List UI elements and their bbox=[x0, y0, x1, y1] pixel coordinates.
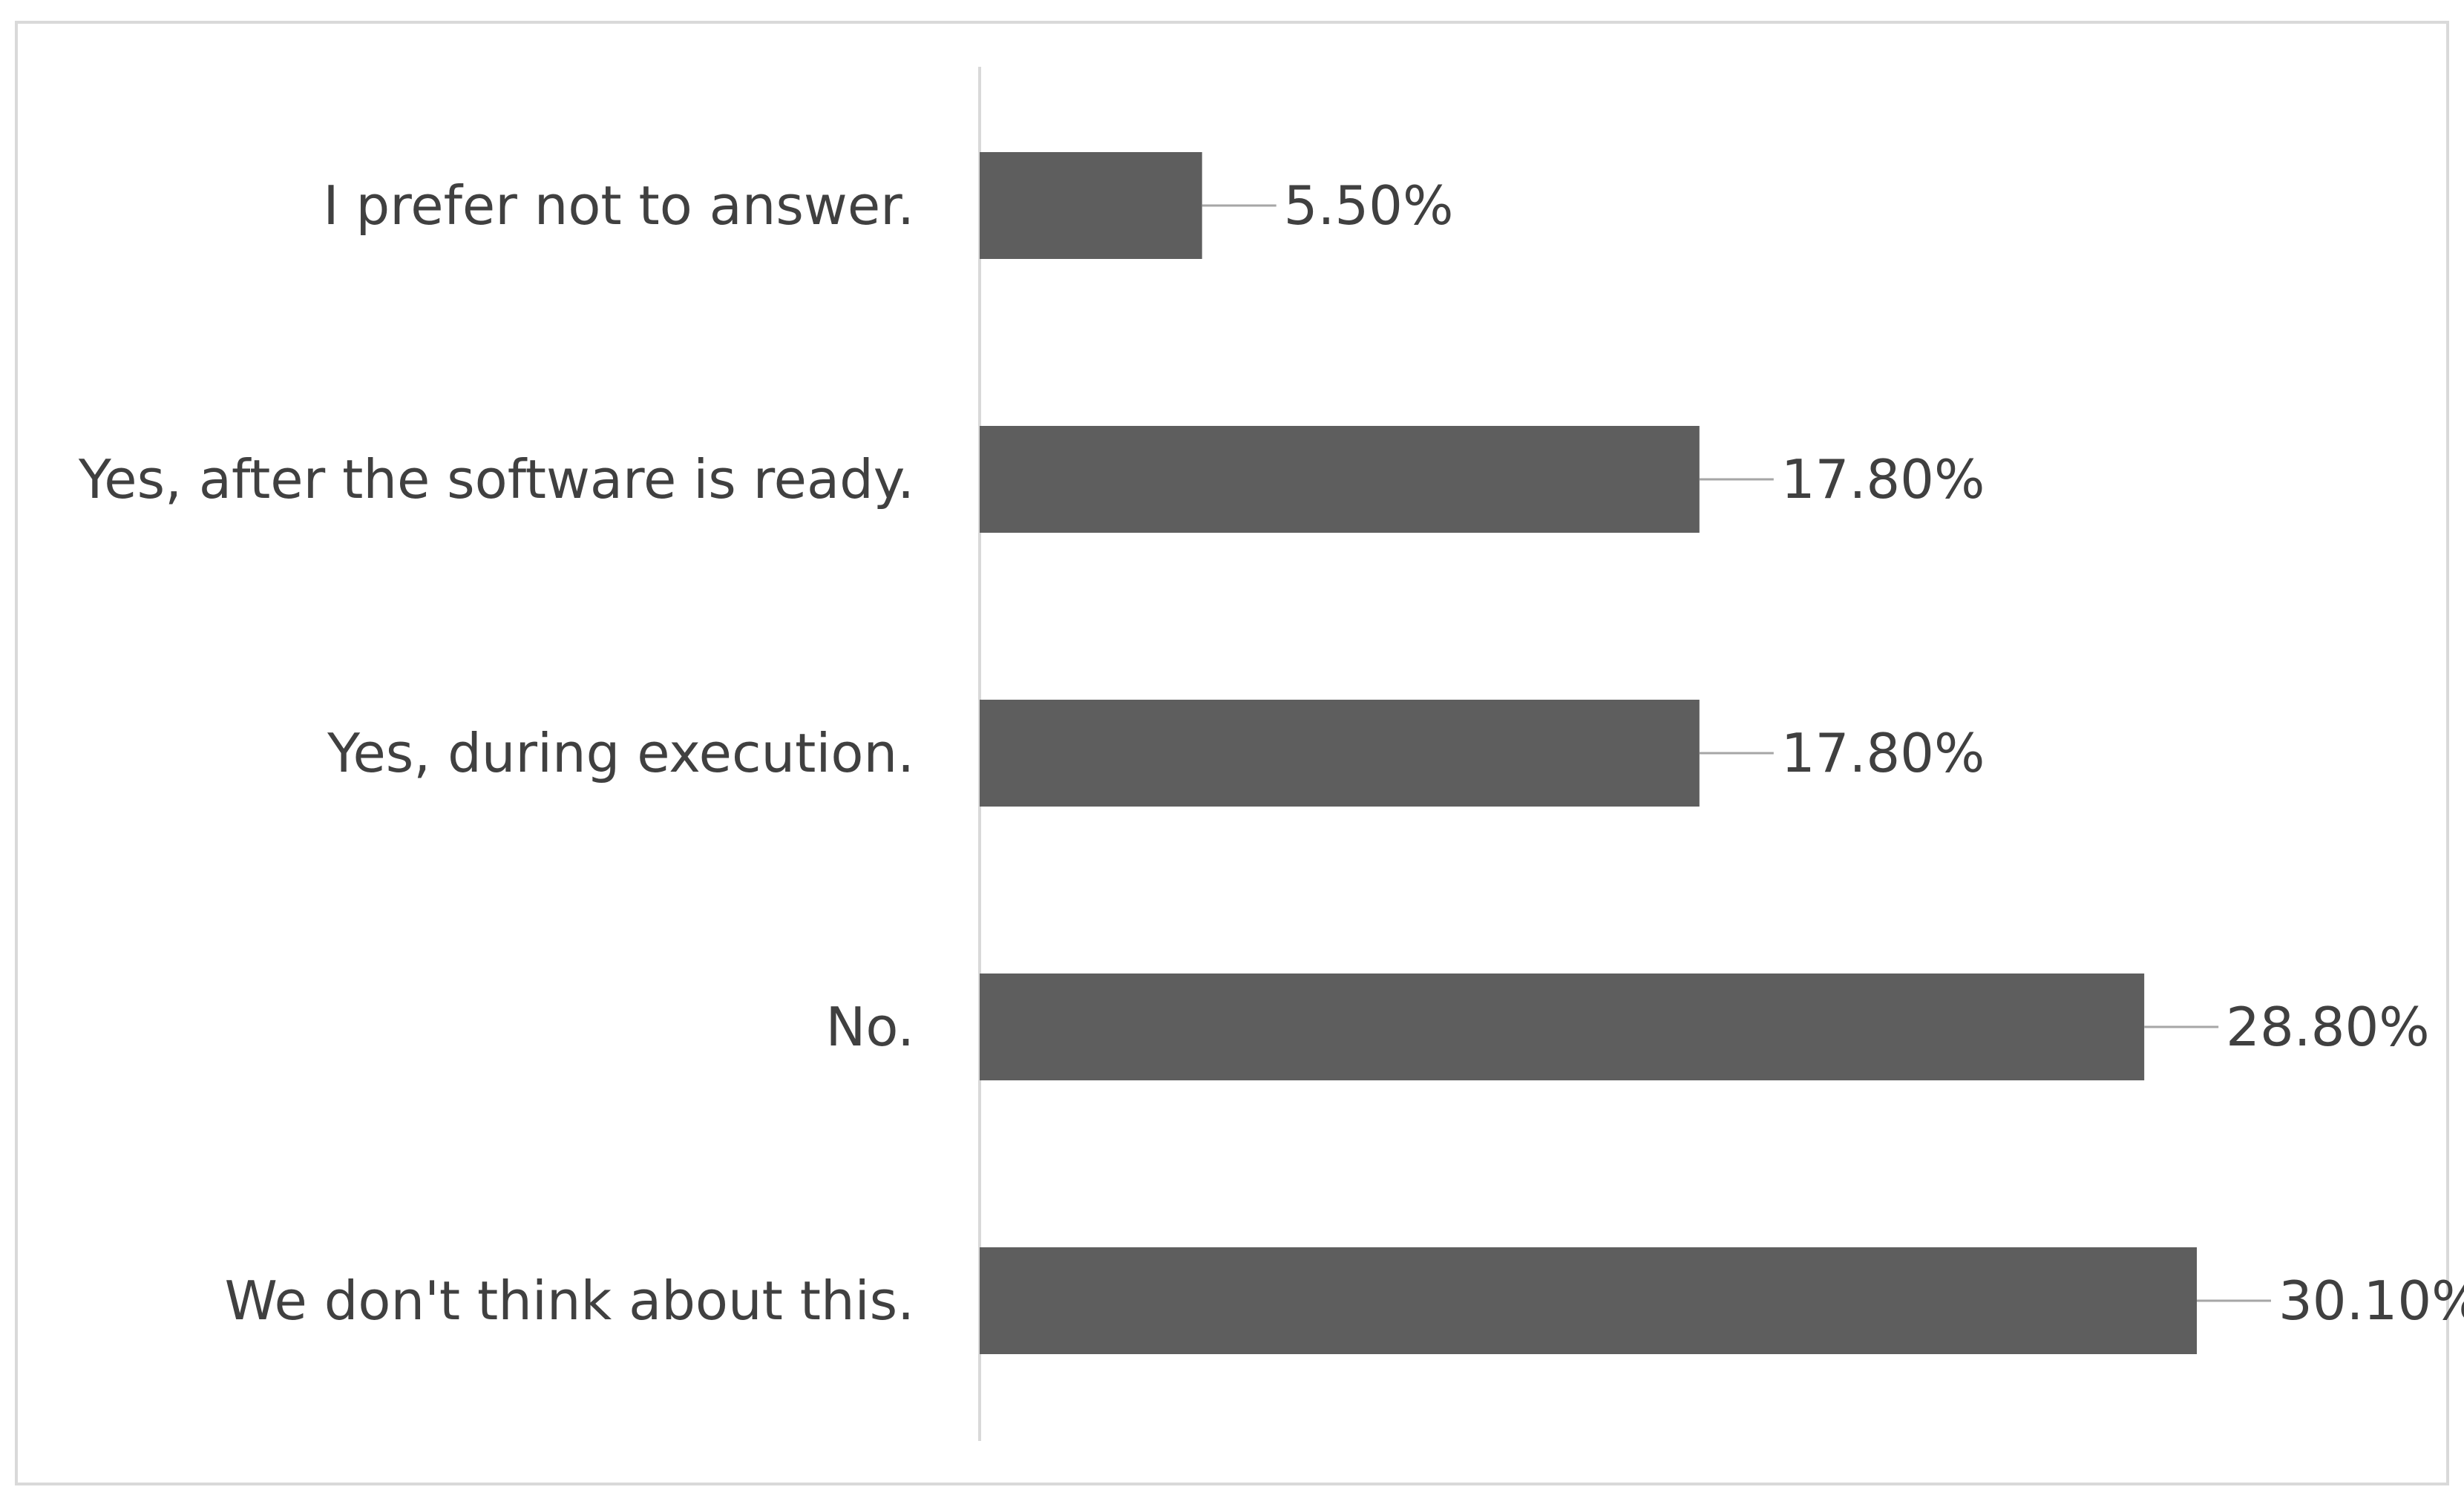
data-label: 17.80% bbox=[1781, 448, 1985, 510]
bar bbox=[980, 700, 1700, 807]
category-label: Yes, after the software is ready. bbox=[78, 448, 914, 510]
data-label: 30.10% bbox=[2278, 1270, 2464, 1332]
bar bbox=[980, 974, 2145, 1080]
bar bbox=[980, 1247, 2197, 1354]
category-label: I prefer not to answer. bbox=[323, 174, 914, 237]
data-label: 28.80% bbox=[2226, 996, 2430, 1058]
bar bbox=[980, 152, 1202, 259]
data-label: 17.80% bbox=[1781, 722, 1985, 784]
data-label: 5.50% bbox=[1284, 174, 1454, 237]
category-label: Yes, during execution. bbox=[327, 722, 914, 784]
category-label: No. bbox=[825, 996, 914, 1058]
bars-group: I prefer not to answer. 5.50% Yes, after t… bbox=[78, 152, 2464, 1354]
bar bbox=[980, 426, 1700, 533]
category-label: We don't think about this. bbox=[225, 1270, 914, 1332]
